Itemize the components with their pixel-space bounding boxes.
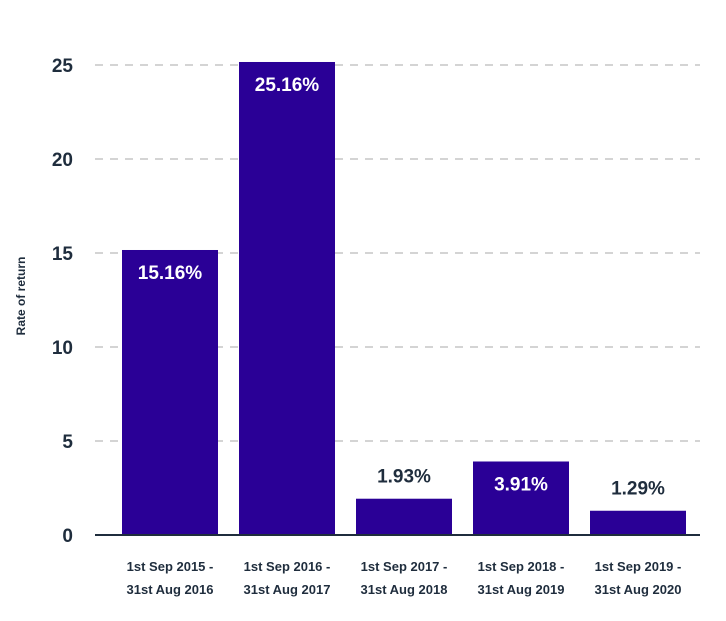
data-label: 3.91% <box>494 474 548 495</box>
y-axis-label: Rate of return <box>14 257 28 336</box>
bar <box>590 510 686 535</box>
y-tick-label: 25 <box>52 56 74 77</box>
bar <box>473 461 569 535</box>
data-label: 25.16% <box>255 75 320 96</box>
x-tick-label: 31st Aug 2016 <box>127 582 214 597</box>
gridlines <box>95 64 700 442</box>
y-tick-label: 10 <box>52 338 73 359</box>
y-tick-label: 20 <box>52 150 73 171</box>
y-tick-label: 15 <box>52 244 74 265</box>
x-tick-label: 1st Sep 2015 - <box>127 559 214 574</box>
x-tick-label: 31st Aug 2017 <box>244 582 331 597</box>
y-tick-labels: 0 5 10 15 20 25 <box>52 56 74 547</box>
x-tick-label: 1st Sep 2019 - <box>595 559 682 574</box>
category-labels: 1st Sep 2015 - 31st Aug 2016 1st Sep 2016 … <box>127 559 682 597</box>
x-tick-label: 31st Aug 2019 <box>478 582 565 597</box>
data-label: 1.29% <box>611 479 665 500</box>
bars <box>122 61 686 535</box>
bar <box>356 498 452 535</box>
x-tick-label: 1st Sep 2016 - <box>244 559 331 574</box>
x-tick-label: 31st Aug 2020 <box>595 582 682 597</box>
data-labels: 15.16% 25.16% 1.93% 3.91% 1.29% <box>138 75 665 500</box>
data-label: 1.93% <box>377 467 431 488</box>
x-tick-label: 31st Aug 2018 <box>361 582 448 597</box>
x-tick-label: 1st Sep 2017 - <box>361 559 448 574</box>
x-tick-label: 1st Sep 2018 - <box>478 559 565 574</box>
data-label: 15.16% <box>138 263 203 284</box>
bar <box>239 61 335 535</box>
bar <box>122 249 218 535</box>
y-tick-label: 5 <box>62 432 73 453</box>
y-tick-label: 0 <box>62 526 73 547</box>
